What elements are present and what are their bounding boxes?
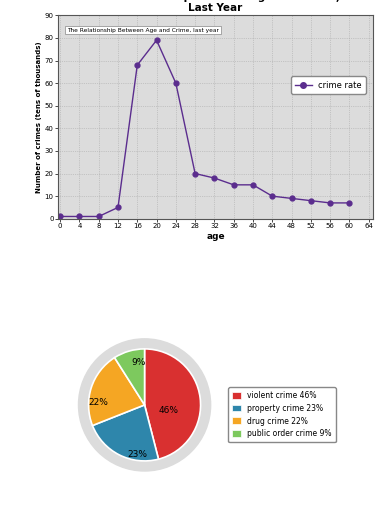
Legend: violent crime 46%, property crime 23%, drug crime 22%, public order crime 9%: violent crime 46%, property crime 23%, d… bbox=[228, 387, 335, 442]
Text: 9%: 9% bbox=[132, 358, 146, 368]
Text: 23%: 23% bbox=[128, 450, 148, 459]
X-axis label: age: age bbox=[206, 231, 225, 241]
Y-axis label: Number of crimes (tens of thousands): Number of crimes (tens of thousands) bbox=[36, 41, 42, 193]
Wedge shape bbox=[144, 349, 201, 459]
Title: The Relationship Between Age and Crime,
Last Year: The Relationship Between Age and Crime, … bbox=[92, 0, 340, 13]
Circle shape bbox=[79, 339, 211, 471]
Wedge shape bbox=[89, 357, 145, 425]
Text: 46%: 46% bbox=[158, 406, 178, 415]
Wedge shape bbox=[92, 405, 159, 461]
Legend: crime rate: crime rate bbox=[291, 76, 366, 94]
Title: Types of Crime in the UK, Last Year: Types of Crime in the UK, Last Year bbox=[112, 294, 319, 305]
Text: The Relationship Between Age and Crime, last year: The Relationship Between Age and Crime, … bbox=[67, 28, 219, 33]
Text: 22%: 22% bbox=[89, 398, 109, 407]
Wedge shape bbox=[115, 349, 145, 405]
